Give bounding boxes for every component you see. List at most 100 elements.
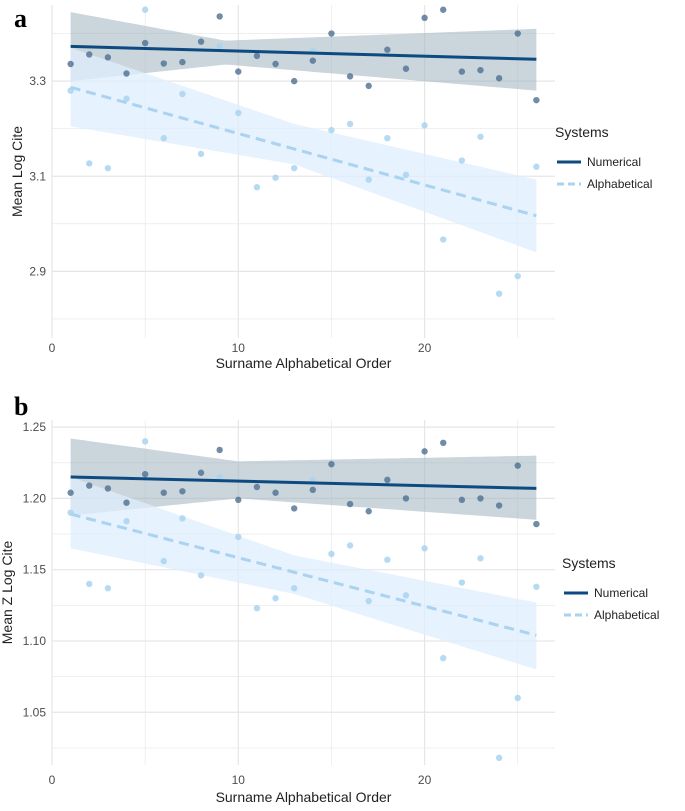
y-tick-label: 2.9 — [29, 264, 46, 278]
alphabetical-data-point — [421, 545, 428, 552]
y-tick-label: 1.15 — [23, 563, 47, 577]
y-tick-label: 1.05 — [23, 705, 47, 719]
alphabetical-data-point — [346, 542, 354, 549]
alphabetical-fit-line — [70, 85, 537, 218]
numerical-data-point — [384, 46, 391, 53]
numerical-data-point — [179, 58, 186, 66]
alphabetical-legend-label: Alphabetical — [587, 177, 652, 191]
alphabetical-data-point — [328, 126, 335, 134]
y-axis-title: Mean Z Log Cite — [0, 541, 15, 645]
numerical-data-point — [402, 65, 410, 72]
numerical-data-point — [197, 469, 205, 476]
numerical-fit-line — [70, 475, 537, 490]
alphabetical-fit-line — [70, 512, 537, 637]
numerical-data-point — [309, 57, 317, 64]
numerical-data-point — [272, 60, 279, 68]
numerical-data-point — [365, 82, 372, 90]
alphabetical-data-point — [179, 515, 186, 522]
alphabetical-data-point — [365, 597, 372, 605]
numerical-data-point — [160, 60, 167, 67]
numerical-data-point — [458, 68, 466, 75]
numerical-data-point — [477, 66, 484, 74]
alphabetical-data-point — [179, 90, 186, 98]
alphabetical-data-point — [458, 157, 466, 164]
alphabetical-data-point — [495, 290, 503, 297]
alphabetical-data-point — [477, 133, 484, 140]
numerical-data-point — [328, 460, 335, 468]
x-tick-label: 20 — [418, 773, 432, 787]
numerical-data-point — [495, 75, 503, 82]
alphabetical-data-point — [421, 122, 428, 129]
alphabetical-data-point — [290, 585, 298, 592]
numerical-data-point — [533, 520, 540, 528]
alphabetical-data-point — [458, 579, 466, 586]
alphabetical-data-point — [440, 654, 447, 662]
alphabetical-data-point — [346, 120, 354, 128]
alphabetical-data-point — [514, 272, 521, 280]
legend-title: Systems — [562, 555, 616, 571]
alphabetical-points — [67, 6, 540, 297]
numerical-points — [67, 6, 540, 104]
numerical-data-point — [67, 489, 74, 496]
numerical-data-point — [235, 496, 242, 504]
numerical-data-point — [123, 499, 130, 506]
chart-b: 0 10 20 1.05 1.10 1.15 1.20 1.25 Surname Alphabe… — [0, 420, 659, 805]
chart-panel-a: a 0 10 20 2.9 3.1 3.3 Surname Alphabetical Ord… — [0, 0, 685, 385]
y-tick-label: 1.10 — [23, 634, 47, 648]
numerical-data-point — [160, 489, 167, 496]
x-tick-label: 10 — [232, 341, 246, 355]
alphabetical-data-point — [365, 176, 372, 183]
numerical-data-point — [495, 502, 503, 509]
alphabetical-data-point — [402, 592, 410, 599]
alphabetical-data-point — [328, 550, 335, 558]
numerical-data-point — [86, 51, 93, 58]
x-axis-title: Surname Alphabetical Order — [216, 789, 392, 805]
numerical-data-point — [365, 508, 372, 515]
alphabetical-data-point — [216, 43, 223, 50]
alphabetical-data-point — [402, 171, 410, 179]
alphabetical-data-point — [104, 585, 112, 592]
numerical-fit-line — [70, 44, 537, 61]
alphabetical-data-point — [533, 583, 540, 590]
numerical-data-point — [141, 470, 149, 478]
numerical-data-point — [253, 483, 261, 491]
numerical-confidence-band — [70, 438, 537, 520]
alphabetical-data-point — [477, 555, 484, 562]
alphabetical-data-point — [235, 533, 242, 541]
x-tick-label: 0 — [49, 773, 56, 787]
numerical-data-point — [384, 476, 391, 484]
alphabetical-data-point — [235, 109, 242, 117]
numerical-data-point — [216, 13, 223, 20]
numerical-data-point — [477, 495, 484, 502]
alphabetical-data-point — [197, 572, 205, 579]
numerical-data-point — [514, 30, 521, 37]
alphabetical-data-point — [123, 518, 130, 525]
numerical-data-point — [253, 52, 261, 60]
alphabetical-data-point — [160, 557, 167, 565]
alphabetical-data-point — [272, 174, 279, 181]
numerical-data-point — [86, 482, 93, 489]
numerical-data-point — [309, 486, 317, 494]
y-axis-title: Mean Log Cite — [9, 126, 25, 217]
alphabetical-data-point — [384, 556, 391, 563]
numerical-data-point — [346, 73, 354, 80]
numerical-data-point — [290, 505, 298, 512]
alphabetical-data-point — [86, 580, 93, 588]
alphabetical-data-point — [141, 6, 149, 13]
x-tick-label: 10 — [232, 773, 246, 787]
y-tick-label: 3.1 — [29, 169, 46, 183]
chart-panel-b: b 0 10 20 1.05 1.10 1.15 1.20 1.25 Surname Alpha… — [0, 390, 685, 811]
y-tick-label: 1.25 — [23, 420, 47, 434]
numerical-legend-label: Numerical — [587, 155, 641, 169]
numerical-data-point — [421, 448, 428, 455]
numerical-data-point — [402, 495, 410, 502]
alphabetical-data-point — [290, 164, 298, 172]
panel-label-b: b — [14, 392, 29, 421]
alphabetical-data-point — [272, 595, 279, 602]
numerical-data-point — [346, 500, 354, 508]
numerical-data-point — [290, 77, 298, 85]
alphabetical-data-point — [160, 135, 167, 142]
numerical-data-point — [141, 39, 149, 47]
numerical-data-point — [216, 446, 223, 454]
alphabetical-data-point — [253, 604, 261, 612]
